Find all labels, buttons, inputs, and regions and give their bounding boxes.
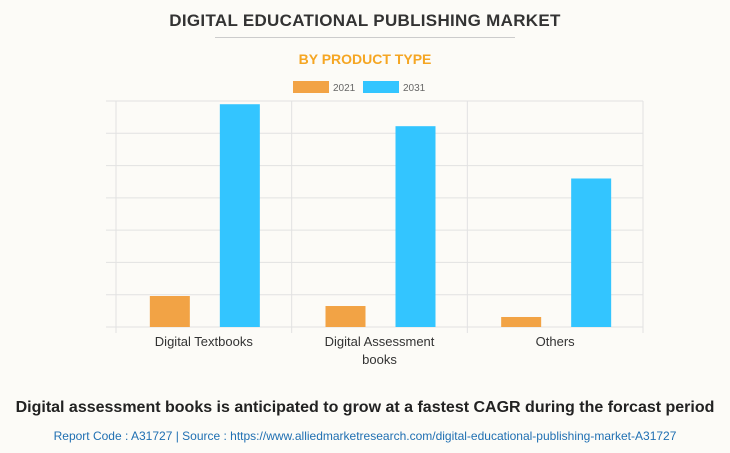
bar-2031-0	[219, 104, 260, 327]
legend-swatch-2021	[293, 81, 329, 93]
legend-label: 2021	[333, 83, 356, 94]
x-tick-label: books	[362, 352, 397, 367]
bar-2021-2	[501, 316, 542, 327]
bar-2031-1	[395, 126, 436, 327]
x-tick-label: Digital Assessment	[325, 334, 435, 349]
chart-subtitle: BY PRODUCT TYPE	[298, 51, 432, 67]
chart-title: DIGITAL EDUCATIONAL PUBLISHING MARKET	[169, 11, 561, 30]
chart-caption: Digital assessment books is anticipated …	[15, 399, 715, 416]
bar-2021-0	[149, 296, 190, 327]
bar-2021-1	[325, 306, 366, 327]
x-tick-label: Others	[536, 334, 576, 349]
bar-2031-2	[571, 178, 612, 327]
legend-label: 2031	[403, 83, 426, 94]
source-line: Report Code : A31727 | Source : https://…	[53, 429, 677, 443]
legend-swatch-2031	[363, 81, 399, 93]
x-tick-label: Digital Textbooks	[155, 334, 254, 349]
title-divider	[215, 37, 515, 38]
